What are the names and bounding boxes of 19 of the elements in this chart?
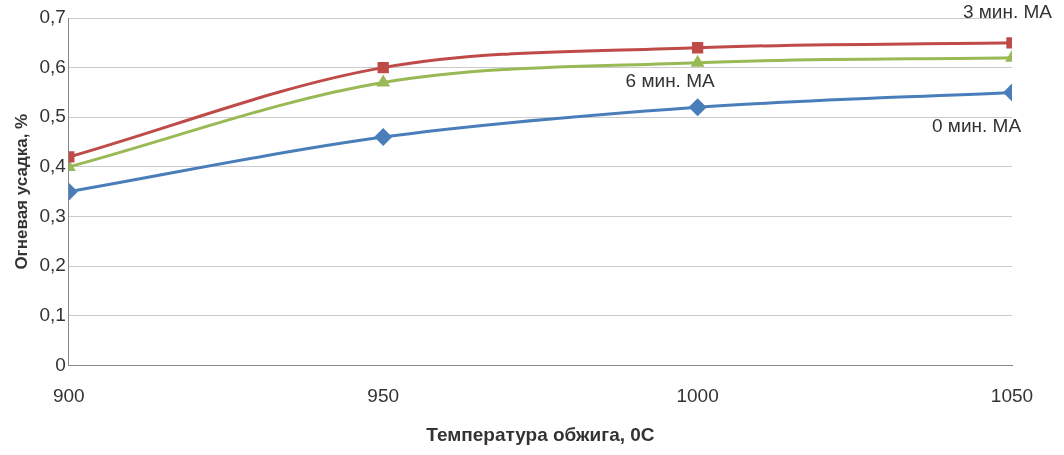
x-tick-label: 950 — [367, 385, 400, 407]
x-axis-title: Температура обжига, 0С — [426, 423, 655, 445]
y-tick-label: 0,5 — [39, 105, 66, 127]
y-tick-label: 0,6 — [39, 55, 66, 77]
y-tick-label: 0,2 — [39, 254, 66, 276]
x-tick-label: 1000 — [676, 385, 719, 407]
point — [690, 54, 705, 67]
point — [376, 74, 391, 87]
series-label: 3 мин. МА — [962, 1, 1053, 23]
y-tick-label: 0,4 — [39, 155, 67, 177]
y-tick-label: 0,7 — [39, 6, 66, 28]
y-axis-title: Огневая усадка, % — [11, 113, 31, 270]
series-label: 0 мин. МА — [932, 114, 1022, 136]
series-label: 6 мин. МА — [625, 69, 715, 91]
y-tick-label: 0,1 — [39, 304, 66, 326]
x-tick-label: 900 — [52, 385, 85, 407]
y-tick-label: 0 — [55, 353, 66, 375]
x-tick-label: 1050 — [990, 385, 1034, 407]
y-tick-label: 0,3 — [39, 204, 66, 226]
